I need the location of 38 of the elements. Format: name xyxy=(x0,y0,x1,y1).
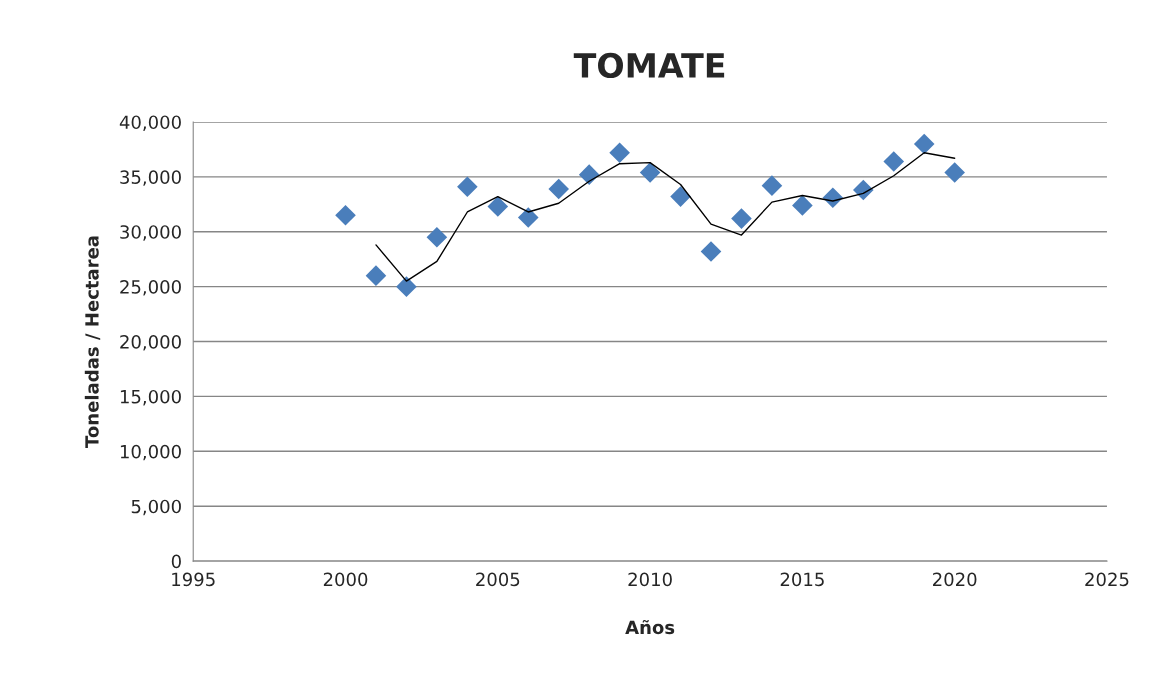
x-tick-label: 2015 xyxy=(780,572,824,587)
point xyxy=(700,241,722,262)
point xyxy=(609,142,630,164)
y-tick-label: 35,000 xyxy=(120,170,181,186)
point xyxy=(761,175,783,196)
y-tick-label: 5,000 xyxy=(131,499,181,516)
y-tick-label: 25,000 xyxy=(120,280,181,296)
x-tick-label: 1995 xyxy=(172,572,215,587)
chart-title: TOMATE xyxy=(573,52,725,78)
point xyxy=(731,208,752,229)
y-tick-label: 10,000 xyxy=(120,444,181,461)
point xyxy=(792,195,813,216)
x-tick-label: 2025 xyxy=(1085,572,1129,587)
y-tick-label: 20,000 xyxy=(120,334,181,351)
x-axis-title: Años xyxy=(625,619,675,635)
point xyxy=(639,162,661,183)
point xyxy=(335,204,356,226)
y-tick-label: 15,000 xyxy=(120,389,181,406)
point xyxy=(457,176,478,198)
point xyxy=(396,276,417,297)
x-tick-label: 2020 xyxy=(933,572,977,587)
point xyxy=(670,186,691,207)
y-axis-title: Toneladas / Hectarea xyxy=(84,236,101,448)
point xyxy=(517,207,539,228)
y-tick-label: 40,000 xyxy=(119,115,181,131)
y-tick-label: 0 xyxy=(171,554,181,569)
x-tick-label: 2000 xyxy=(323,572,368,587)
point xyxy=(578,164,600,185)
x-tick-label: 2010 xyxy=(628,572,672,587)
point xyxy=(548,178,570,200)
point xyxy=(913,133,935,155)
point xyxy=(944,162,965,183)
point xyxy=(487,196,509,217)
x-tick-label: 2005 xyxy=(476,572,520,587)
y-tick-label: 30,000 xyxy=(120,225,181,241)
point xyxy=(883,151,905,172)
point xyxy=(365,265,387,286)
point xyxy=(426,226,448,248)
